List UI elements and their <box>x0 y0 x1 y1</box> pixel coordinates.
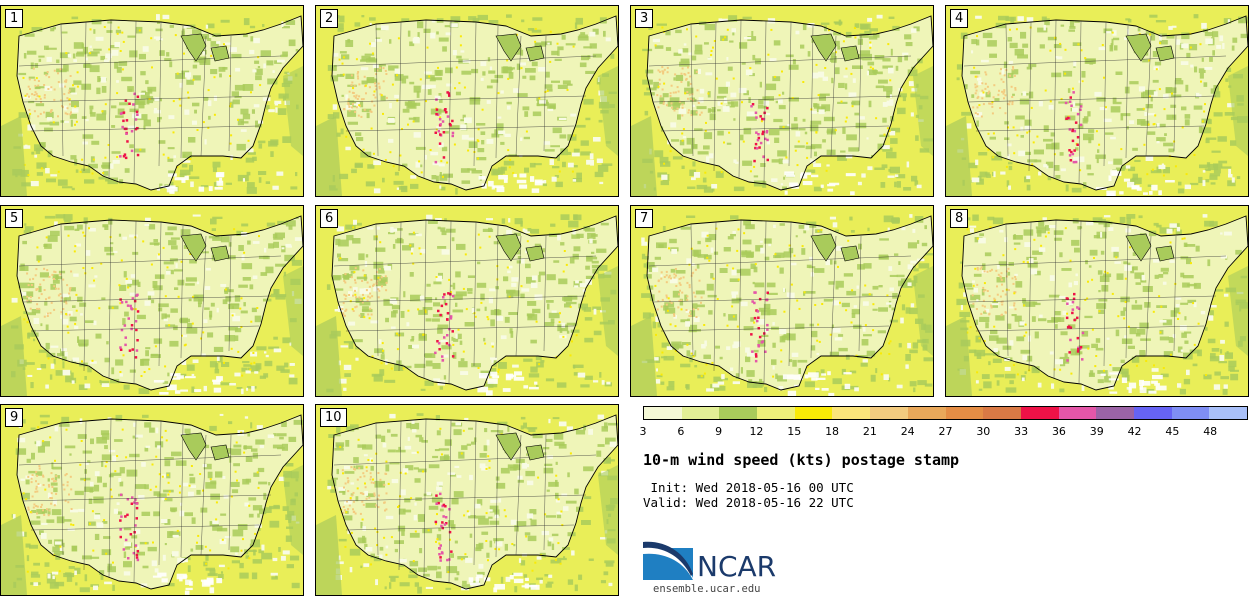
member-number-label: 10 <box>320 408 347 427</box>
site-url: ensemble.ucar.edu <box>653 583 761 595</box>
colorbar-segment <box>1096 407 1134 419</box>
colorbar-segment <box>681 407 720 419</box>
colorbar-tick-label: 12 <box>749 425 764 438</box>
wind-speed-colorbar <box>643 406 1248 420</box>
wind-speed-map <box>1 6 303 196</box>
ensemble-member-panel[interactable]: 10 <box>315 404 619 596</box>
colorbar-tick-label: 45 <box>1165 425 1180 438</box>
colorbar-tick-label: 3 <box>639 425 647 438</box>
colorbar-segment <box>757 407 795 419</box>
colorbar-segment <box>945 407 984 419</box>
ensemble-member-panel[interactable]: 8 <box>945 205 1249 397</box>
member-number-label: 9 <box>5 408 24 427</box>
colorbar-tick-label: 33 <box>1014 425 1029 438</box>
colorbar-segment <box>983 407 1021 419</box>
colorbar-segment <box>1058 407 1097 419</box>
colorbar-tick-label: 6 <box>677 425 685 438</box>
colorbar-tick-label: 48 <box>1203 425 1218 438</box>
wind-speed-map <box>1 405 303 595</box>
ensemble-member-panel[interactable]: 7 <box>630 205 934 397</box>
colorbar-segment <box>719 407 758 419</box>
ensemble-member-panel[interactable]: 1 <box>0 5 304 197</box>
member-number-label: 5 <box>5 209 24 228</box>
wind-speed-map <box>316 6 618 196</box>
colorbar-segment <box>907 407 946 419</box>
colorbar-tick-label: 18 <box>825 425 840 438</box>
ncar-logo-icon <box>643 541 693 580</box>
colorbar-tick-label: 27 <box>938 425 953 438</box>
wind-speed-map <box>316 405 618 595</box>
member-number-label: 3 <box>635 9 654 28</box>
colorbar-segment <box>870 407 908 419</box>
wind-speed-map <box>946 206 1248 396</box>
colorbar-segment <box>1020 407 1059 419</box>
member-number-label: 2 <box>320 9 339 28</box>
ensemble-member-panel[interactable]: 3 <box>630 5 934 197</box>
colorbar-segment <box>1133 407 1172 419</box>
chart-title: 10-m wind speed (kts) postage stamp <box>643 451 960 469</box>
colorbar-segment <box>644 407 682 419</box>
ensemble-member-panel[interactable]: 4 <box>945 5 1249 197</box>
colorbar-tick-label: 15 <box>787 425 802 438</box>
ensemble-member-panel[interactable]: 6 <box>315 205 619 397</box>
valid-time: Valid: Wed 2018-05-16 22 UTC <box>643 495 854 510</box>
colorbar-tick-label: 30 <box>976 425 991 438</box>
colorbar-segment <box>794 407 833 419</box>
member-number-label: 6 <box>320 209 339 228</box>
wind-speed-map <box>631 206 933 396</box>
ensemble-member-panel[interactable]: 2 <box>315 5 619 197</box>
member-number-label: 4 <box>950 9 969 28</box>
colorbar-tick-label: 9 <box>715 425 723 438</box>
wind-speed-map <box>946 6 1248 196</box>
init-time: Init: Wed 2018-05-16 00 UTC <box>643 480 854 495</box>
wind-speed-map <box>316 206 618 396</box>
ncar-logo-text: NCAR <box>697 550 777 583</box>
wind-speed-map <box>1 206 303 396</box>
member-number-label: 7 <box>635 209 654 228</box>
colorbar-tick-label: 21 <box>862 425 877 438</box>
member-number-label: 1 <box>5 9 24 28</box>
colorbar-segment <box>832 407 871 419</box>
colorbar-tick-label: 36 <box>1051 425 1066 438</box>
colorbar-tick-label: 42 <box>1127 425 1142 438</box>
member-number-label: 8 <box>950 209 969 228</box>
colorbar-segment <box>1209 407 1247 419</box>
colorbar-tick-label: 24 <box>900 425 915 438</box>
colorbar-segment <box>1171 407 1210 419</box>
colorbar-tick-label: 39 <box>1089 425 1104 438</box>
wind-speed-map <box>631 6 933 196</box>
ensemble-member-panel[interactable]: 9 <box>0 404 304 596</box>
ensemble-member-panel[interactable]: 5 <box>0 205 304 397</box>
